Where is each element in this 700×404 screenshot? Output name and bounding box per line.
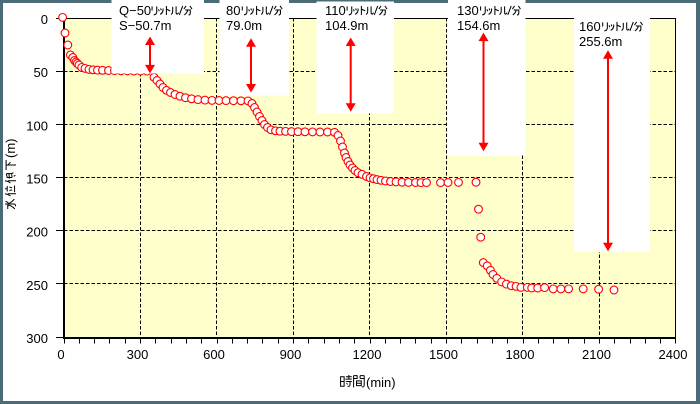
- svg-text:104.9m: 104.9m: [325, 18, 368, 33]
- svg-text:150: 150: [26, 172, 48, 187]
- svg-text:250: 250: [26, 278, 48, 293]
- svg-text:1500: 1500: [429, 347, 458, 362]
- svg-text:1800: 1800: [506, 347, 535, 362]
- svg-text:130: 130: [457, 3, 479, 18]
- svg-text:50: 50: [34, 65, 48, 80]
- svg-text:2400: 2400: [659, 347, 688, 362]
- svg-text:0: 0: [41, 12, 48, 27]
- svg-text:160: 160: [579, 19, 601, 34]
- svg-text:154.6m: 154.6m: [457, 18, 500, 33]
- svg-text:600: 600: [203, 347, 225, 362]
- svg-text:200: 200: [26, 225, 48, 240]
- svg-text:300: 300: [127, 347, 149, 362]
- svg-text:255.6m: 255.6m: [579, 34, 622, 49]
- svg-text:2100: 2100: [582, 347, 611, 362]
- svg-text:900: 900: [280, 347, 302, 362]
- svg-text:0: 0: [57, 347, 64, 362]
- svg-text:Q−50: Q−50: [119, 3, 151, 18]
- svg-text:1200: 1200: [353, 347, 382, 362]
- svg-text:S−50.7m: S−50.7m: [119, 18, 171, 33]
- svg-text:110: 110: [325, 3, 346, 18]
- svg-text:79.0m: 79.0m: [226, 18, 262, 33]
- svg-text:300: 300: [26, 331, 48, 346]
- svg-text:80: 80: [226, 3, 240, 18]
- svg-text:(min): (min): [366, 375, 396, 390]
- svg-text:(m): (m): [3, 139, 18, 159]
- svg-text:100: 100: [26, 118, 48, 133]
